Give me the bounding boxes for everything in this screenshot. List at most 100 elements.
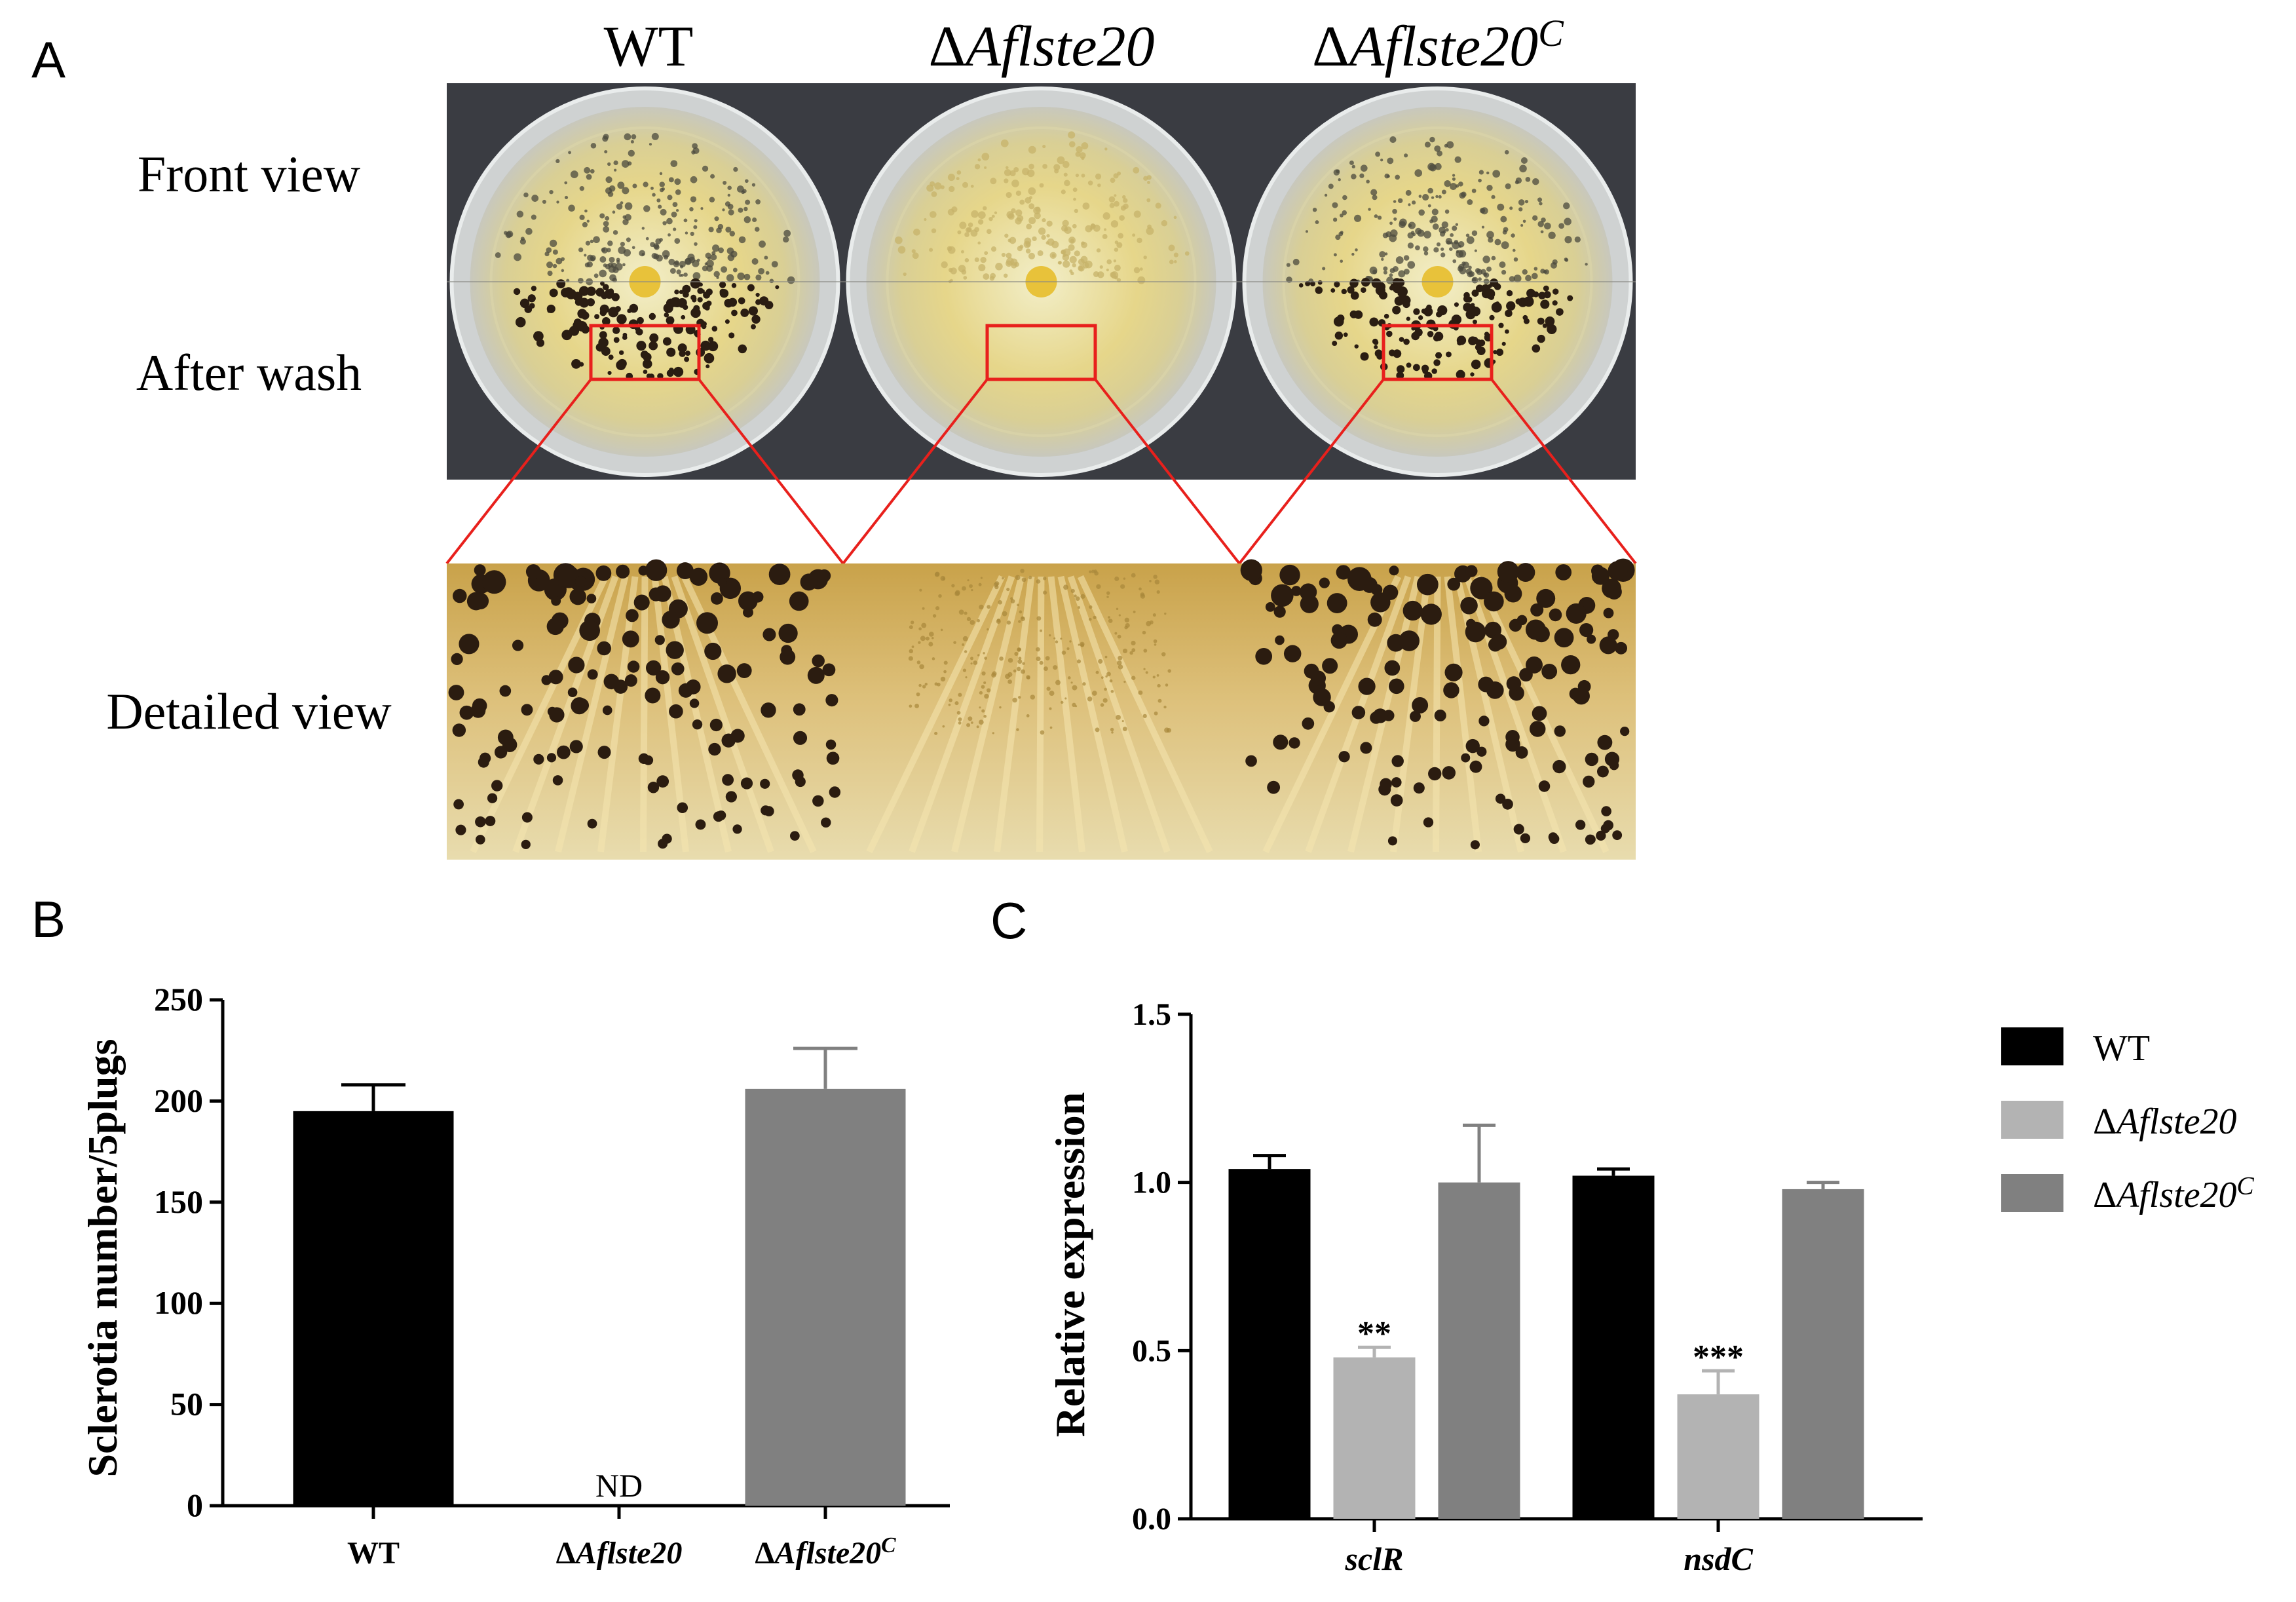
- mycelium-speck: [1020, 616, 1025, 622]
- sclerotium-dot: [717, 577, 727, 588]
- mycelium-speck: [1078, 643, 1080, 646]
- legend-label: ΔAflste20C: [2093, 1172, 2255, 1215]
- conidia-speck: [710, 254, 717, 261]
- sclerotium-dot: [1378, 294, 1383, 298]
- mycelium-speck: [1016, 666, 1021, 672]
- conidia-speck: [1116, 242, 1123, 248]
- conidia-speck: [1491, 195, 1496, 199]
- conidia-speck: [978, 211, 986, 219]
- sclerotium-dot: [1471, 289, 1479, 297]
- conidia-speck: [585, 240, 591, 246]
- sclerotium-dot: [515, 316, 526, 328]
- conidia-speck: [688, 256, 696, 263]
- conidia-speck: [1074, 250, 1080, 257]
- conidia-speck: [564, 181, 568, 185]
- mycelium-speck: [1072, 685, 1078, 691]
- sclerotium-dot: [731, 282, 737, 288]
- mycelium-speck: [943, 670, 947, 674]
- conidia-speck: [1351, 174, 1357, 180]
- conidia-speck: [615, 263, 623, 271]
- mycelium-speck: [924, 682, 928, 686]
- conidia-speck: [555, 159, 560, 164]
- panel-c-significance-stars: ***: [1693, 1339, 1744, 1376]
- conidia-speck: [1537, 197, 1543, 202]
- mycelium-speck: [1036, 616, 1042, 621]
- sclerotium-dot: [1388, 349, 1396, 356]
- sclerotium-dot: [1309, 281, 1315, 287]
- conidia-speck: [1025, 248, 1031, 254]
- conidia-speck: [1450, 233, 1454, 237]
- sclerotium-dot: [595, 565, 612, 581]
- sclerotium-dot: [1428, 767, 1442, 781]
- conidia-speck: [984, 166, 987, 169]
- conidia-speck: [970, 184, 974, 188]
- sclerotium-dot: [1572, 687, 1590, 705]
- conidia-speck: [1432, 223, 1439, 230]
- conidia-speck: [691, 150, 696, 155]
- conidia-speck: [1509, 276, 1515, 282]
- conidia-speck: [542, 199, 546, 204]
- conidia-speck: [1009, 237, 1017, 244]
- sclerotium-dot: [1609, 760, 1619, 771]
- mycelium-speck: [1022, 662, 1025, 665]
- mycelium-speck: [1123, 680, 1126, 683]
- sclerotium-dot: [795, 776, 806, 788]
- conidia-speck: [1061, 249, 1066, 255]
- sclerotium-dot: [1506, 676, 1522, 691]
- mycelium-speck: [935, 606, 940, 611]
- sclerotium-dot: [1536, 588, 1556, 608]
- sclerotium-dot: [1392, 305, 1401, 315]
- conidia-speck: [584, 254, 587, 257]
- mycelium-speck: [928, 632, 934, 637]
- conidia-speck: [1139, 267, 1143, 271]
- sclerotium-dot: [1396, 365, 1405, 373]
- conidia-speck: [1386, 277, 1394, 284]
- mycelium-speck: [1089, 617, 1092, 621]
- conidia-speck: [1133, 210, 1141, 218]
- sclerotium-dot: [491, 780, 503, 791]
- sclerotium-dot: [587, 669, 598, 680]
- conidia-speck: [641, 253, 645, 256]
- sclerotium-dot: [1256, 648, 1272, 664]
- mycelium-speck: [966, 617, 971, 621]
- sclerotium-dot: [1413, 308, 1420, 315]
- conidia-speck: [1360, 164, 1368, 172]
- sclerotium-dot: [1376, 353, 1383, 360]
- conidia-speck: [1096, 248, 1101, 253]
- mycelium-speck: [1104, 655, 1108, 658]
- mycelium-speck: [1070, 681, 1073, 684]
- conidia-speck: [1068, 244, 1075, 251]
- mycelium-speck: [1164, 612, 1167, 615]
- mycelium-speck: [1021, 669, 1026, 674]
- panel-b-bar: [745, 1088, 906, 1506]
- conidia-speck: [1370, 189, 1378, 196]
- conidia-speck: [1488, 237, 1494, 243]
- conidia-speck: [685, 231, 688, 235]
- conidia-speck: [1146, 198, 1151, 202]
- conidia-speck: [1366, 180, 1370, 183]
- conidia-speck: [1340, 259, 1344, 263]
- conidia-speck: [977, 241, 981, 245]
- mycelium-speck: [962, 643, 965, 646]
- sclerotium-dot: [1447, 577, 1461, 591]
- conidia-speck: [651, 132, 659, 140]
- conidia-speck: [1042, 164, 1047, 169]
- sclerotium-dot: [1291, 586, 1302, 596]
- conidia-speck: [1062, 219, 1069, 227]
- panel-b-x-tick-label: ΔAflste20: [556, 1536, 683, 1571]
- conidia-speck: [903, 272, 907, 277]
- conidia-speck: [690, 231, 694, 236]
- sclerotium-dot: [793, 703, 806, 716]
- conidia-speck: [1480, 269, 1486, 275]
- conidia-speck: [1511, 233, 1515, 238]
- sclerotium-dot: [1265, 601, 1275, 612]
- mycelium-speck: [1131, 648, 1136, 653]
- conidia-speck: [1448, 247, 1453, 252]
- sclerotium-dot: [1515, 746, 1528, 759]
- conidia-speck: [1102, 234, 1108, 239]
- conidia-speck: [1349, 160, 1354, 165]
- conidia-speck: [1104, 228, 1107, 231]
- conidia-speck: [621, 160, 630, 168]
- conidia-speck: [1015, 190, 1021, 196]
- mycelium-speck: [977, 654, 980, 657]
